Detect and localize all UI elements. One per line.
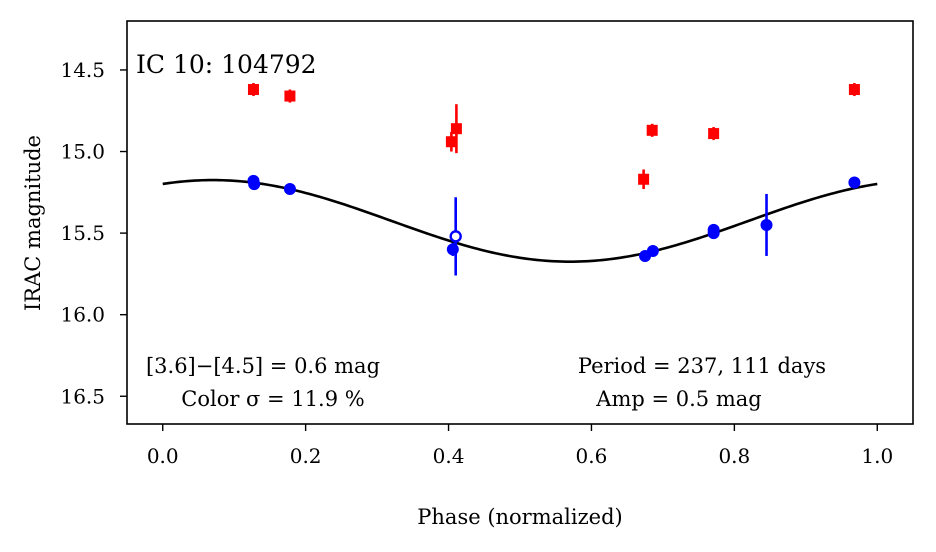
color-annotation: [3.6]−[4.5] = 0.6 mag <box>146 354 380 378</box>
y-tick-label: 15.0 <box>60 140 105 164</box>
x-tick-label: 0.4 <box>433 444 465 468</box>
x-tick-label: 0.8 <box>718 444 750 468</box>
data-point-circle <box>848 176 861 189</box>
y-axis-label: IRAC magnitude <box>21 135 45 311</box>
model-curve-layer <box>162 178 878 263</box>
data-point-square <box>247 84 259 96</box>
period-annotation: Period = 237, 111 days <box>578 354 826 378</box>
data-point-circle <box>760 218 773 231</box>
data-point-circle <box>248 178 261 191</box>
data-point-square <box>708 128 720 140</box>
y-tick-label: 16.0 <box>60 303 105 327</box>
data-point-square <box>848 84 860 96</box>
data-point-circle <box>707 227 720 240</box>
data-point-circle <box>446 243 459 256</box>
y-tick-label: 15.5 <box>60 221 105 245</box>
data-point-square <box>646 124 658 136</box>
x-tick-label: 0.2 <box>290 444 322 468</box>
x-axis-label: Phase (normalized) <box>417 505 622 529</box>
data-points-layer <box>247 83 861 276</box>
x-tick-label: 1.0 <box>861 444 893 468</box>
data-point-square <box>638 173 650 185</box>
plot-frame <box>126 20 914 425</box>
model-curve-line <box>162 178 878 263</box>
axis-ticks-layer: 0.0 0.2 0.4 0.6 0.8 1.0 14.5 15.0 15.5 16.0 16.5 <box>60 58 893 468</box>
data-point-circle <box>646 245 659 258</box>
data-point-open-circle <box>449 230 462 243</box>
y-tick-label: 16.5 <box>60 384 105 408</box>
data-point-square <box>284 90 296 102</box>
chart-title: IC 10: 104792 <box>136 50 317 79</box>
amplitude-annotation: Amp = 0.5 mag <box>595 387 761 411</box>
x-tick-label: 0.6 <box>576 444 608 468</box>
data-point-circle <box>283 183 296 196</box>
x-tick-label: 0.0 <box>147 444 179 468</box>
data-point-square <box>450 123 462 135</box>
data-point-square <box>445 136 457 148</box>
color-sigma-annotation: Color σ = 11.9 % <box>181 387 364 411</box>
y-tick-label: 14.5 <box>60 58 105 82</box>
